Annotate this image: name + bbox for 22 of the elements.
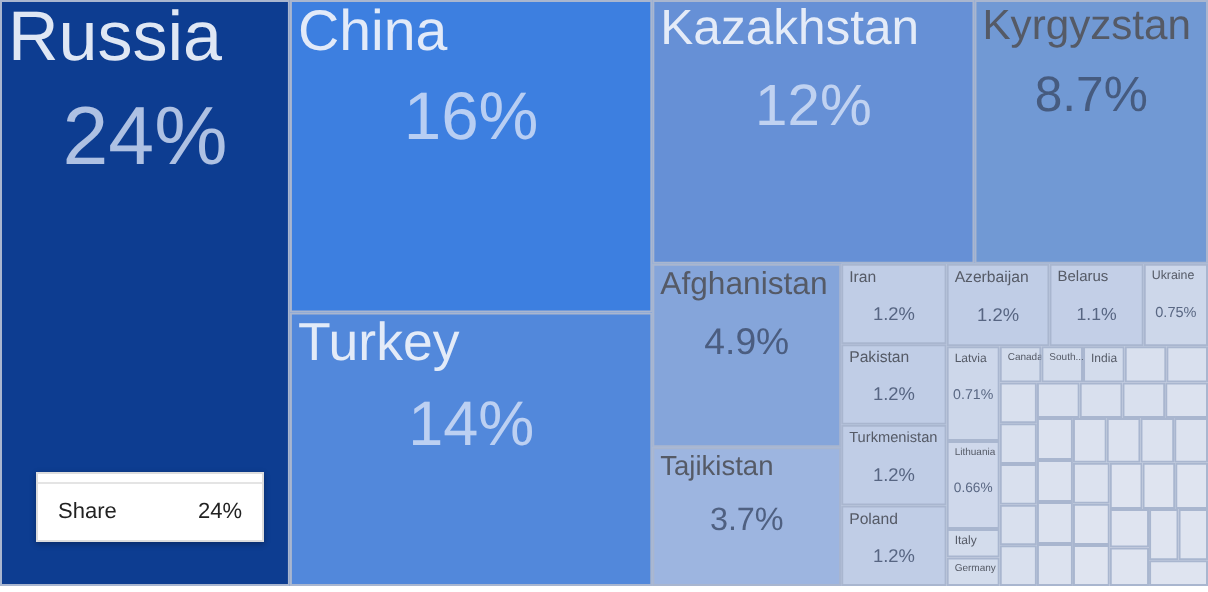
- text: 24%: [197, 500, 242, 524]
- data-label: 1.2%: [977, 304, 1020, 325]
- data-label: 4.9%: [704, 320, 790, 363]
- data-label: 16%: [403, 81, 539, 156]
- category-label: Kazakhstan: [660, 2, 920, 57]
- text: Share: [58, 500, 117, 524]
- data-label: 3.7%: [709, 501, 784, 538]
- category-label: Turkey: [297, 312, 461, 373]
- data-label: 1.2%: [872, 384, 915, 405]
- category-label: China: [297, 0, 448, 65]
- data-label: 1.2%: [872, 464, 915, 485]
- data-label: 1.2%: [872, 545, 915, 566]
- category-label: Tajikistan: [660, 450, 774, 481]
- data-label: 1.1%: [1076, 304, 1117, 325]
- data-label: 1.2%: [872, 303, 915, 324]
- data-label: 8.7%: [1034, 68, 1148, 123]
- category-label: Russia: [8, 0, 224, 77]
- data-label: 24%: [62, 90, 228, 183]
- category-label: Kyrgyzstan: [982, 2, 1191, 49]
- data-label: 14%: [408, 388, 535, 459]
- data-label: 12%: [755, 74, 872, 139]
- category-label: Afghanistan: [660, 268, 828, 303]
